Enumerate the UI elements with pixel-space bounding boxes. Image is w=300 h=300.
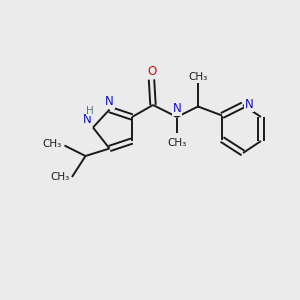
- Text: CH₃: CH₃: [50, 172, 70, 182]
- Text: N: N: [105, 95, 114, 108]
- Text: N: N: [244, 98, 253, 112]
- Text: CH₃: CH₃: [167, 138, 187, 148]
- Text: CH₃: CH₃: [43, 139, 62, 149]
- Text: N: N: [83, 113, 92, 126]
- Text: N: N: [172, 103, 182, 116]
- Text: O: O: [147, 65, 156, 78]
- Text: H: H: [86, 106, 94, 116]
- Text: CH₃: CH₃: [188, 73, 208, 82]
